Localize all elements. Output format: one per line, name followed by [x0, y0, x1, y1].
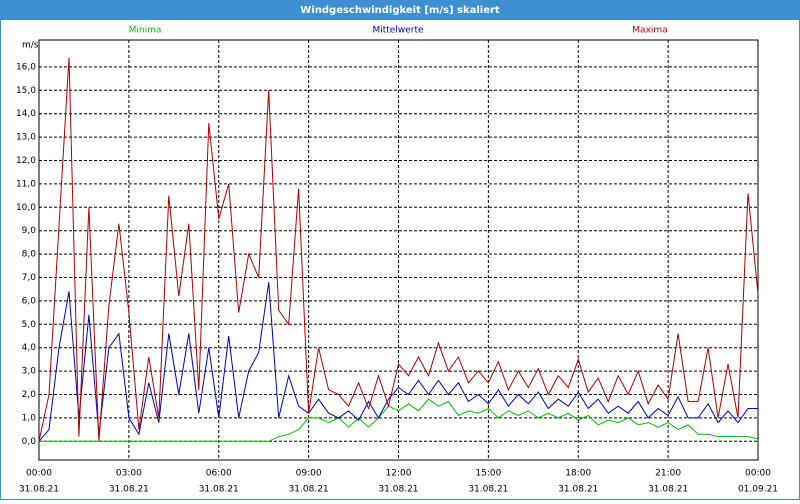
legend-entry: Minima	[129, 26, 162, 36]
y-tick-label: 14,0	[16, 109, 36, 119]
series-line	[38, 57, 759, 442]
y-tick-label: 13,0	[16, 133, 36, 143]
x-tick-label: 03:00	[116, 469, 142, 479]
x-tick-label: 00:00	[26, 469, 52, 479]
chart-title: Windgeschwindigkeit [m/s] skaliert	[300, 5, 500, 16]
y-tick-label: 1,0	[22, 413, 37, 423]
y-tick-label: 7,0	[22, 273, 37, 283]
x-tick-label: 12:00	[386, 469, 412, 479]
x-tick-date: 31.08.21	[199, 485, 239, 495]
y-tick-label: 6,0	[22, 296, 37, 306]
y-tick-label: 4,0	[22, 343, 37, 353]
x-tick-date: 31.08.21	[109, 485, 149, 495]
y-tick-label: 8,0	[22, 250, 37, 260]
x-tick-label: 09:00	[296, 469, 322, 479]
series-line	[38, 282, 758, 442]
y-tick-label: 3,0	[22, 367, 37, 377]
x-tick-label: 06:00	[206, 469, 232, 479]
series-line	[39, 398, 759, 442]
x-tick-label: 21:00	[655, 469, 681, 479]
y-tick-label: 15,0	[16, 86, 36, 96]
x-tick-date: 31.08.21	[558, 485, 598, 495]
x-tick-date: 31.08.21	[289, 485, 329, 495]
y-unit: m/s	[22, 41, 39, 51]
y-tick-label: 5,0	[22, 320, 37, 330]
x-tick-label: 15:00	[475, 469, 501, 479]
window-body	[1, 20, 799, 499]
x-tick-label: 18:00	[565, 469, 591, 479]
legend-entry: Maxima	[632, 26, 667, 36]
y-tick-label: 11,0	[16, 179, 36, 189]
legend-entry: Mittelwerte	[372, 26, 423, 36]
y-tick-label: 12,0	[16, 156, 36, 166]
y-tick-label: 10,0	[16, 203, 36, 213]
x-tick-date: 31.08.21	[378, 485, 418, 495]
y-tick-label: 9,0	[22, 226, 37, 236]
x-tick-date: 01.09.21	[738, 485, 778, 495]
x-tick-date: 31.08.21	[648, 485, 688, 495]
y-tick-label: 2,0	[22, 390, 37, 400]
x-tick-label: 00:00	[745, 469, 771, 479]
y-tick-label: 16,0	[16, 62, 36, 72]
y-tick-label: 0,0	[22, 437, 37, 447]
x-tick-date: 31.08.21	[468, 485, 508, 495]
x-tick-date: 31.08.21	[19, 485, 59, 495]
